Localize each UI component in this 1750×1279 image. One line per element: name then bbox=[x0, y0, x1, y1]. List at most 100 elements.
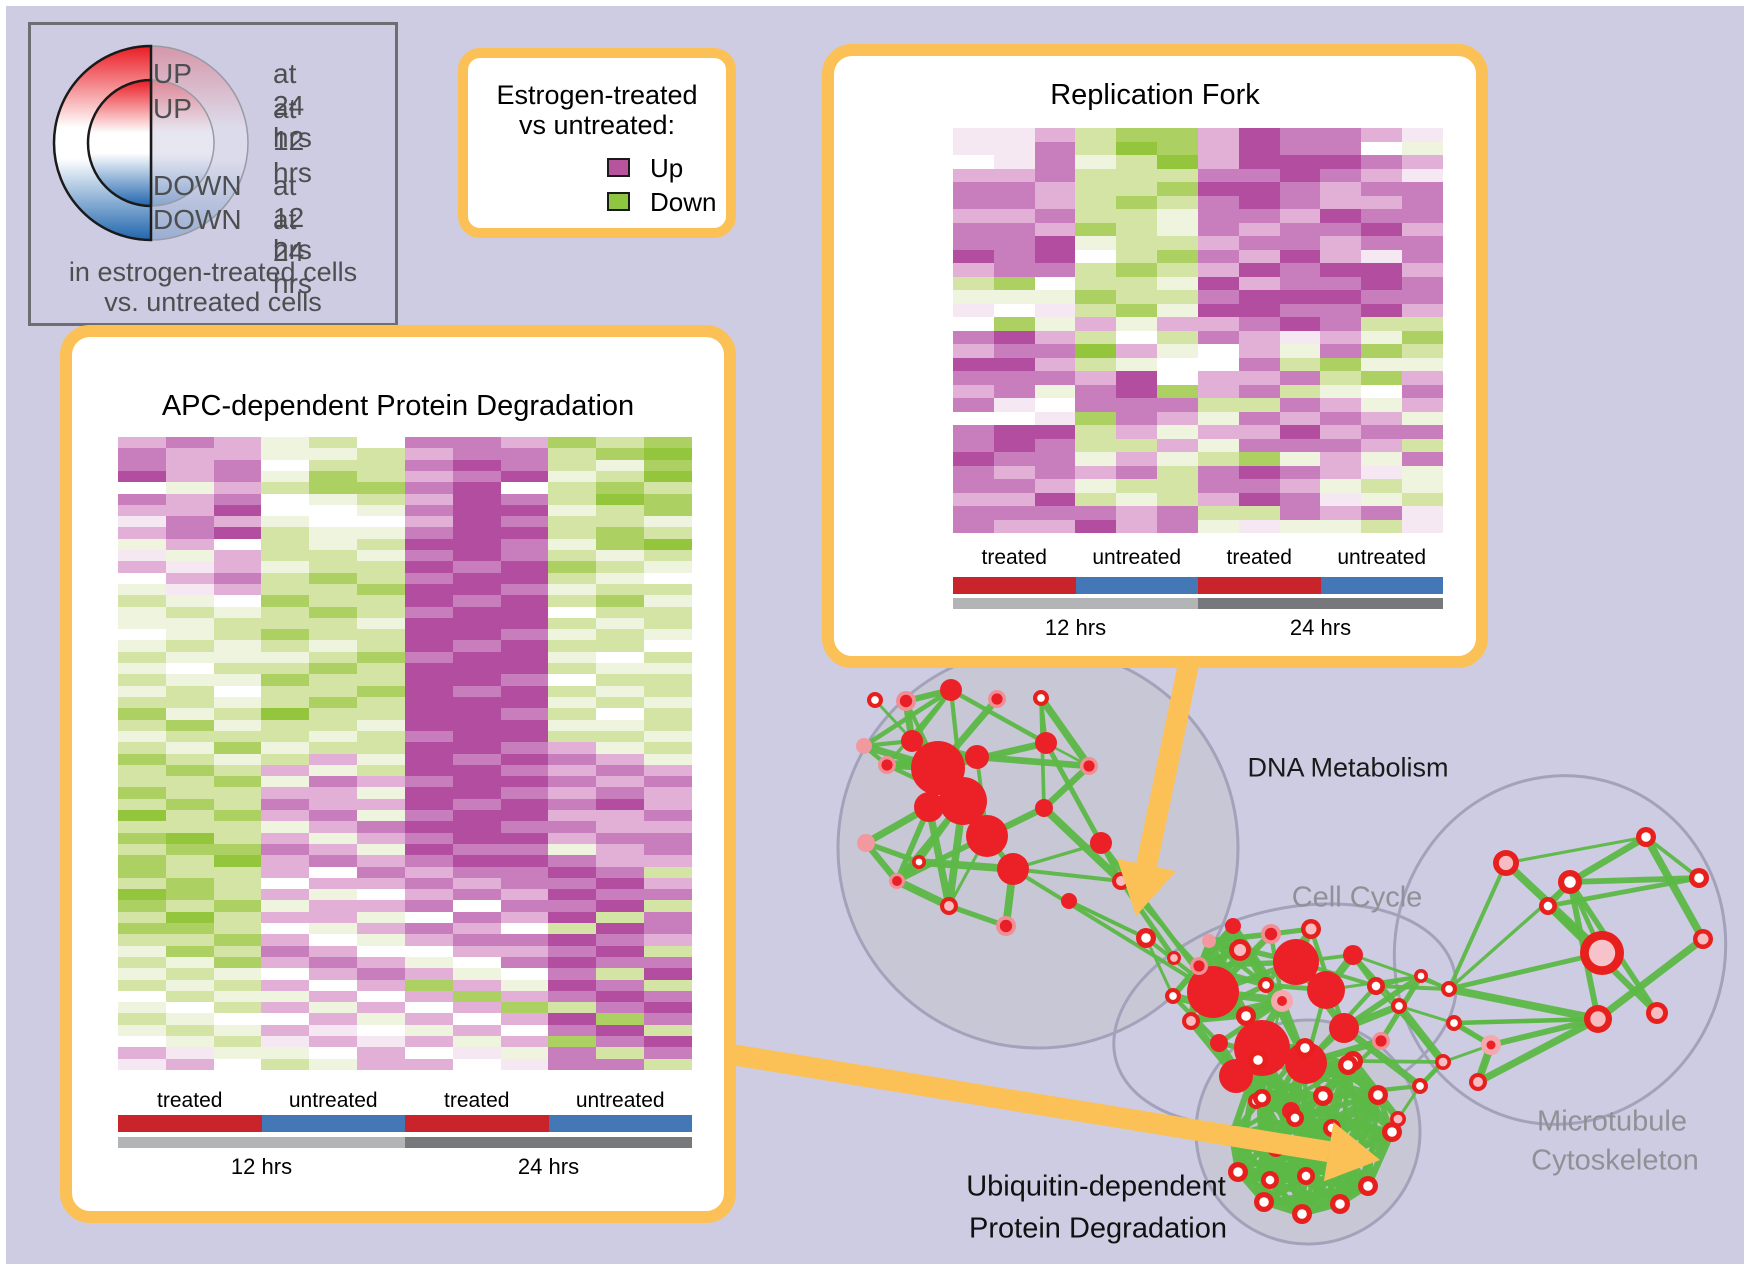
time-bars bbox=[118, 1137, 692, 1148]
heatmap-cell bbox=[118, 708, 166, 720]
heatmap-cell bbox=[118, 776, 166, 788]
heatmap-cell bbox=[1320, 303, 1362, 317]
gene-node-center bbox=[1564, 876, 1576, 888]
heatmap-cell bbox=[1320, 384, 1362, 398]
heatmap-cell bbox=[1320, 195, 1362, 209]
network-edge bbox=[1300, 1130, 1394, 1216]
heatmap-cell bbox=[953, 182, 994, 196]
heatmap-cell bbox=[213, 730, 262, 743]
heatmap-cell bbox=[309, 527, 358, 539]
heatmap-cell bbox=[1320, 465, 1362, 479]
heatmap-cell bbox=[644, 516, 692, 528]
heatmap-cell bbox=[596, 482, 645, 494]
heatmap-cell bbox=[548, 866, 597, 878]
heatmap-cell bbox=[357, 583, 405, 596]
heatmap-cell bbox=[404, 776, 453, 788]
heatmap-cell bbox=[596, 459, 645, 471]
heatmap-cell bbox=[261, 764, 310, 777]
heatmap-cell bbox=[500, 832, 549, 844]
heatmap-cell bbox=[309, 1047, 358, 1059]
heatmap-cell bbox=[1279, 155, 1321, 169]
heatmap-cell bbox=[357, 708, 405, 720]
heatmap-cell bbox=[596, 843, 645, 856]
heatmap-cell bbox=[548, 855, 597, 867]
heatmap-cell bbox=[1279, 317, 1321, 331]
heatmap-cell bbox=[357, 606, 405, 618]
heatmap-cell bbox=[452, 968, 501, 980]
heatmap-cell bbox=[1402, 263, 1443, 277]
heatmap-cell bbox=[452, 617, 501, 630]
heatmap-cell bbox=[1197, 398, 1239, 412]
heatmap-cell bbox=[261, 719, 310, 731]
heatmap-cell bbox=[993, 222, 1035, 236]
legend-caption-line1: in estrogen-treated cells bbox=[68, 257, 358, 287]
heatmap-cell bbox=[261, 651, 310, 664]
network-edge bbox=[865, 840, 920, 865]
gene-node-center bbox=[1473, 1077, 1483, 1087]
treatment-labels: treated untreated treated untreated bbox=[118, 1089, 692, 1113]
heatmap-cell bbox=[1034, 357, 1076, 371]
heatmap-cell bbox=[165, 934, 214, 946]
heatmap-cell bbox=[357, 889, 405, 901]
legend-direction: UP bbox=[153, 58, 192, 89]
heatmap-cell bbox=[118, 482, 166, 494]
gene-node-center bbox=[1371, 981, 1381, 991]
heatmap-cell bbox=[1361, 330, 1403, 344]
heatmap-cell bbox=[993, 317, 1035, 331]
heatmap-cell bbox=[452, 1024, 501, 1037]
heatmap-cell bbox=[309, 753, 358, 765]
heatmap-cell bbox=[548, 1036, 597, 1048]
heatmap-cell bbox=[500, 1002, 549, 1014]
heatmap-cell bbox=[1116, 276, 1158, 290]
heatmap-cell bbox=[548, 764, 597, 777]
heatmap-cell bbox=[261, 843, 310, 856]
heatmap-cell bbox=[261, 482, 310, 494]
heatmap-cell bbox=[1402, 222, 1443, 236]
heatmap-cell bbox=[213, 855, 262, 867]
cluster-label: Cell Cycle bbox=[1291, 881, 1423, 914]
heatmap-cell bbox=[548, 776, 597, 788]
heatmap-cell bbox=[165, 990, 214, 1003]
heatmap-cell bbox=[1361, 290, 1403, 304]
heatmap-cell bbox=[1238, 276, 1280, 290]
heatmap-cell bbox=[1034, 317, 1076, 331]
gene-node-center bbox=[1257, 1093, 1267, 1103]
heatmap-cell bbox=[452, 550, 501, 562]
time-labels: 12 hrs 24 hrs bbox=[953, 615, 1443, 641]
heatmap-cell bbox=[1157, 182, 1198, 196]
heatmap-cell bbox=[213, 821, 262, 833]
heatmap-cell bbox=[1075, 168, 1117, 182]
heatmap-cell bbox=[165, 866, 214, 878]
heatmap-cell bbox=[165, 742, 214, 754]
heatmap-cell bbox=[548, 606, 597, 618]
heatmap-cell bbox=[644, 990, 692, 1003]
heatmap-cell bbox=[357, 956, 405, 969]
heatmap-cell bbox=[261, 1047, 310, 1059]
heatmap-cell bbox=[1320, 479, 1362, 493]
heatmap-cell bbox=[357, 696, 405, 709]
heatmap-cell bbox=[357, 855, 405, 867]
heatmap-cell bbox=[1116, 249, 1158, 263]
heatmap-cell bbox=[1116, 357, 1158, 371]
heatmap-cell bbox=[118, 719, 166, 731]
heatmap-cell bbox=[953, 155, 994, 169]
heatmap-cell bbox=[596, 810, 645, 822]
heatmap-cell bbox=[404, 617, 453, 630]
gene-node-solid bbox=[966, 815, 1008, 857]
heatmap-cell bbox=[548, 1002, 597, 1014]
heatmap-cell bbox=[1238, 479, 1280, 493]
gene-node-center bbox=[1141, 933, 1151, 943]
heatmap-cell bbox=[596, 470, 645, 483]
legend-time: at 12 hrs bbox=[273, 170, 312, 265]
heatmap-cell bbox=[596, 708, 645, 720]
heatmap-cell bbox=[1034, 425, 1076, 439]
heatmap-cell bbox=[500, 504, 549, 517]
heatmap-cell bbox=[118, 640, 166, 652]
heatmap-cell bbox=[261, 866, 310, 878]
heatmap-cell bbox=[118, 810, 166, 822]
heatmap-cell bbox=[500, 945, 549, 957]
gene-node-center bbox=[1301, 1171, 1311, 1181]
heatmap-cell bbox=[213, 1036, 262, 1048]
gene-node-solid bbox=[1035, 799, 1053, 817]
network-edge bbox=[1447, 862, 1508, 990]
